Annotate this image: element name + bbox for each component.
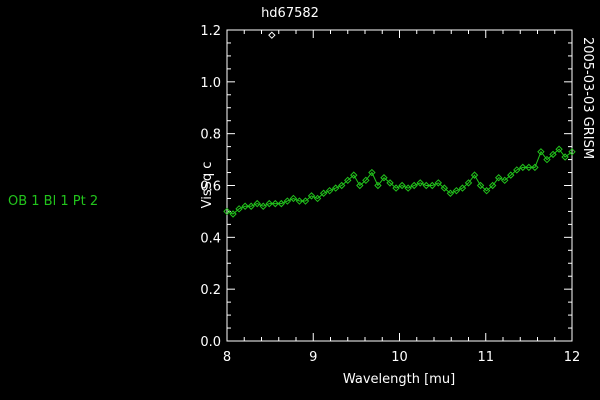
data-point-diamond [253, 199, 261, 208]
data-point-diamond [235, 205, 243, 213]
data-point-diamond [410, 181, 418, 190]
data-point-diamond [331, 184, 340, 192]
chart-title: hd67582 [261, 6, 319, 21]
data-point-diamond [494, 174, 503, 182]
data-point-diamond [325, 186, 334, 195]
data-point-diamond [452, 186, 461, 195]
data-point-diamond [386, 179, 394, 187]
data-point-diamond [476, 181, 485, 190]
x-axis-label: Wavelength [mu] [343, 372, 455, 387]
data-point-diamond [434, 179, 443, 187]
data-point-diamond [422, 181, 430, 190]
data-point-diamond [268, 31, 276, 39]
data-point-diamond [313, 194, 322, 203]
data-point-diamond [356, 181, 364, 190]
y-tick-label: 0.2 [200, 283, 221, 298]
data-point-diamond [507, 171, 515, 179]
x-tick-label: 11 [477, 350, 494, 365]
data-point-diamond [543, 155, 551, 164]
y-tick-label: 0.0 [200, 335, 221, 350]
data-point-diamond [464, 179, 473, 187]
x-tick-label: 10 [391, 350, 408, 365]
data-point-diamond [229, 210, 237, 218]
x-tick-label: 9 [309, 350, 317, 365]
y-tick-label: 0.8 [200, 128, 221, 143]
data-point-diamond [319, 189, 328, 197]
y-tick-label: 1.0 [200, 76, 221, 91]
data-point-diamond [458, 184, 467, 192]
y-axis: 0.0 0.2 0.4 0.6 0.8 1.0 1.2 [200, 24, 572, 350]
data-point-diamond [362, 176, 370, 185]
data-point-diamond [555, 145, 563, 153]
data-point-diamond [301, 197, 310, 205]
y-tick-label: 0.6 [200, 180, 221, 195]
data-point-diamond [271, 199, 280, 208]
data-point-diamond [295, 197, 304, 205]
data-point-diamond [549, 150, 557, 159]
x-tick-label: 8 [223, 350, 231, 365]
data-point-diamond [404, 184, 412, 192]
data-point-diamond [265, 199, 273, 208]
y-tick-label: 1.2 [200, 24, 221, 39]
data-point-diamond [338, 181, 346, 190]
data-point-diamond [488, 181, 497, 190]
data-point-diamond [513, 166, 521, 174]
data-point-diamond [398, 181, 406, 190]
y-axis-label: VisSq c [200, 162, 215, 209]
x-axis: 8 9 10 11 12 [223, 30, 580, 365]
data-point-diamond [531, 163, 539, 172]
data-point-diamond [247, 202, 255, 210]
data-point-diamond [277, 199, 286, 208]
right-date-label: 2005-03-03 GRISM [580, 37, 595, 159]
data-point-diamond [561, 153, 569, 161]
data-point-diamond [392, 184, 400, 192]
data-point-diamond [446, 189, 455, 197]
data-point-diamond [368, 168, 376, 177]
data-point-diamond [537, 148, 545, 156]
data-point-diamond [289, 194, 298, 203]
y-tick-label: 0.4 [200, 231, 221, 246]
data-point-diamond [470, 171, 479, 179]
data-point-diamond [344, 176, 352, 185]
data-point-diamond [350, 171, 358, 179]
series-line [226, 148, 573, 215]
data-point-diamond [525, 163, 533, 172]
data-point-diamond [241, 202, 249, 210]
data-point-diamond [374, 181, 382, 190]
data-point-diamond [283, 197, 292, 205]
data-point-diamond [519, 163, 527, 172]
data-point-diamond [223, 207, 231, 216]
data-point-diamond [482, 186, 491, 195]
series-layer [223, 31, 576, 218]
data-point-diamond [440, 184, 449, 192]
data-point-diamond [568, 148, 576, 156]
data-point-diamond [380, 174, 388, 182]
x-tick-label: 12 [564, 350, 581, 365]
data-point-diamond [501, 176, 509, 185]
data-point-diamond [259, 202, 267, 210]
data-point-diamond [416, 179, 424, 187]
data-point-diamond [307, 192, 316, 200]
observation-label: OB 1 Bl 1 Pt 2 [8, 194, 99, 209]
data-point-diamond [428, 181, 436, 190]
